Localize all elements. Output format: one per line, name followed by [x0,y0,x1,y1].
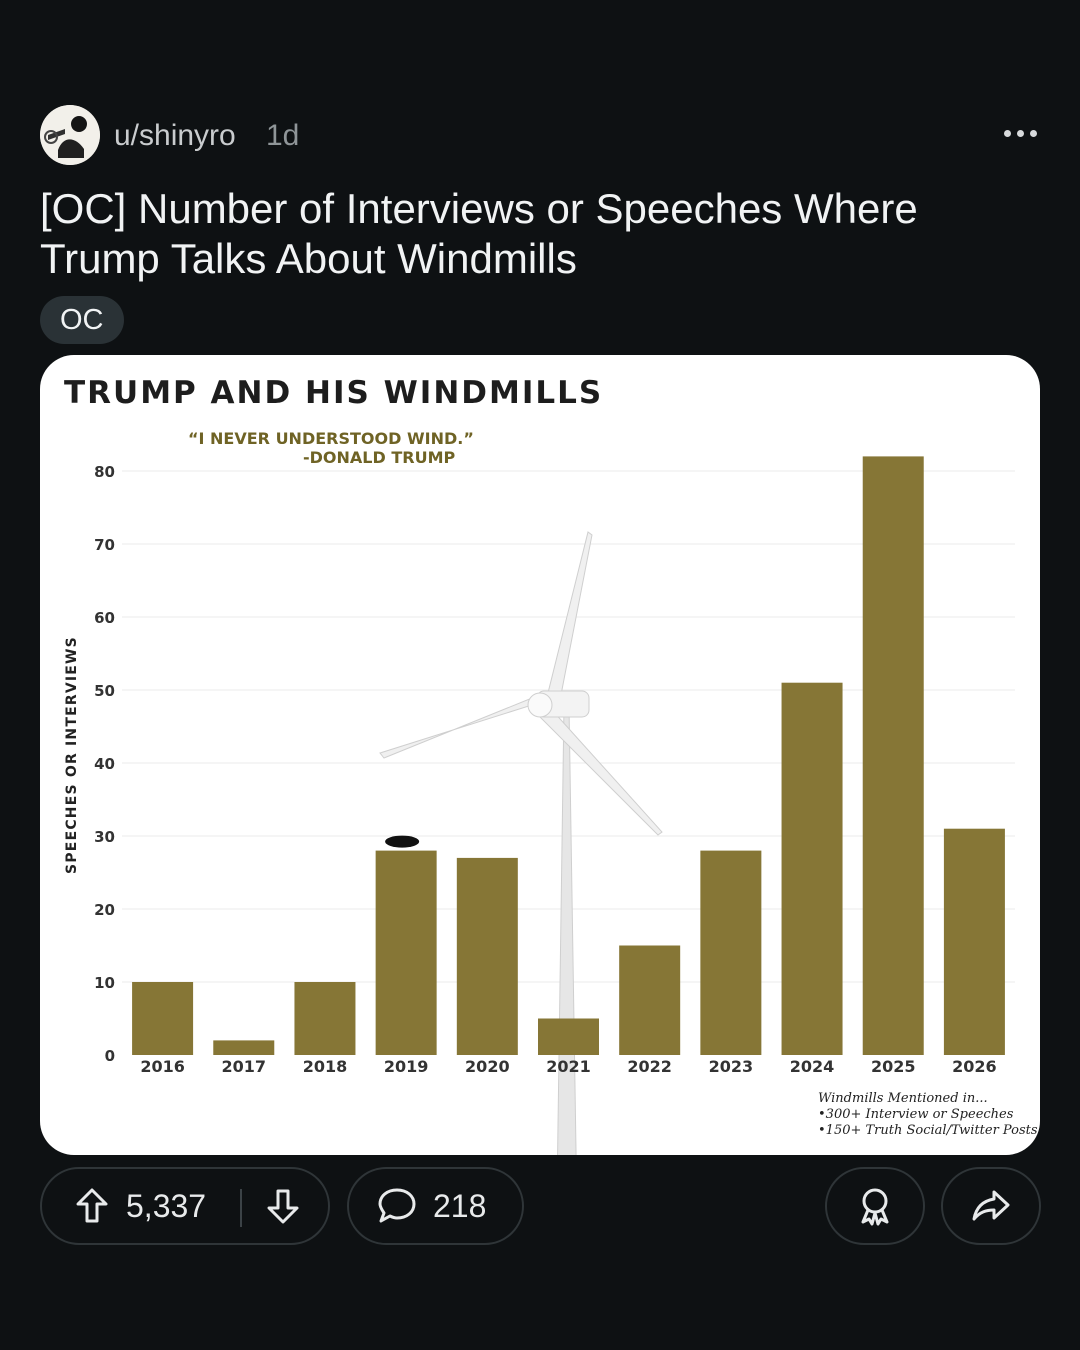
bar-2017[interactable] [213,1040,275,1055]
x-tick-label: 2025 [871,1057,916,1076]
share-button[interactable] [941,1167,1041,1245]
bar-2016[interactable] [132,982,194,1055]
vote-control: 5,337 [40,1167,330,1245]
turbine-tower [557,704,577,1155]
bar-2023[interactable] [700,850,762,1055]
x-tick-label: 2022 [627,1057,672,1076]
vote-divider [240,1189,242,1227]
turbine-blade-right [539,709,663,836]
more-dots-icon[interactable] [1000,123,1040,143]
chart-quote-author: -DONALD TRUMP [303,448,455,467]
bar-2021[interactable] [538,1018,599,1056]
x-tick-label: 2019 [384,1057,429,1076]
award-button[interactable] [825,1167,925,1245]
y-tick-label: 50 [94,682,115,700]
y-axis-label: SPEECHES OR INTERVIEWS [64,636,80,874]
upvote-count: 5,337 [126,1187,207,1224]
chart-svg: TRUMP AND HIS WINDMILLS “I NEVER UNDERSTO… [64,375,1038,1155]
y-tick-label: 10 [94,974,115,992]
comment-count: 218 [433,1187,487,1224]
avatar-icon [40,105,100,165]
x-tick-label: 2016 [140,1057,185,1076]
post-flair[interactable]: OC [40,296,124,344]
y-tick-label: 70 [94,536,115,554]
x-tick-label: 2024 [790,1057,835,1076]
arrow-up-icon[interactable] [72,1186,112,1226]
turbine-blade-up [544,531,593,706]
x-tick-label: 2017 [222,1057,267,1076]
x-tick-label: 2026 [952,1057,997,1076]
y-tick-label: 0 [105,1047,115,1065]
chart-note: •300+ Interview or Speeches [818,1107,1014,1122]
dead-bird-icon [385,835,420,848]
bar-2019[interactable] [375,850,437,1055]
arrow-down-icon[interactable] [263,1186,303,1226]
post-title[interactable]: [OC] Number of Interviews or Speeches Wh… [40,185,918,282]
avatar[interactable] [40,105,100,165]
y-tick-label: 40 [94,755,115,773]
y-tick-label: 20 [94,901,115,919]
comments-button[interactable]: 218 [347,1167,524,1245]
bar-2024[interactable] [781,682,843,1055]
y-tick-label: 60 [94,609,115,627]
x-tick-label: 2020 [465,1057,510,1076]
turbine-blade-left [379,695,539,759]
bar-2020[interactable] [456,857,518,1055]
turbine-hub [527,692,553,718]
post-header: u/shinyro 1d [40,105,1040,167]
comment-bubble-icon [378,1188,416,1223]
x-tick-label: 2023 [709,1057,754,1076]
bar-2026[interactable] [943,828,1005,1055]
bar-2022[interactable] [619,945,681,1056]
y-tick-label: 30 [94,828,115,846]
username[interactable]: u/shinyro [114,119,236,152]
x-tick-label: 2018 [303,1057,348,1076]
bar-2025[interactable] [862,456,924,1055]
chart-quote: “I NEVER UNDERSTOOD WIND.” [188,429,474,448]
chart-note: Windmills Mentioned in... [818,1091,988,1106]
y-tick-label: 80 [94,463,115,481]
bar-2018[interactable] [294,982,356,1055]
chart-title: TRUMP AND HIS WINDMILLS [64,375,603,411]
x-tick-label: 2021 [546,1057,591,1076]
chart-note: •150+ Truth Social/Twitter Posts [818,1123,1038,1138]
post-age: 1d [266,119,300,152]
post-actions-bar: 5,337 218 [40,1167,1041,1247]
chart-image-card[interactable]: TRUMP AND HIS WINDMILLS “I NEVER UNDERSTO… [40,355,1040,1155]
share-icon [972,1190,1010,1221]
award-icon [861,1188,889,1226]
